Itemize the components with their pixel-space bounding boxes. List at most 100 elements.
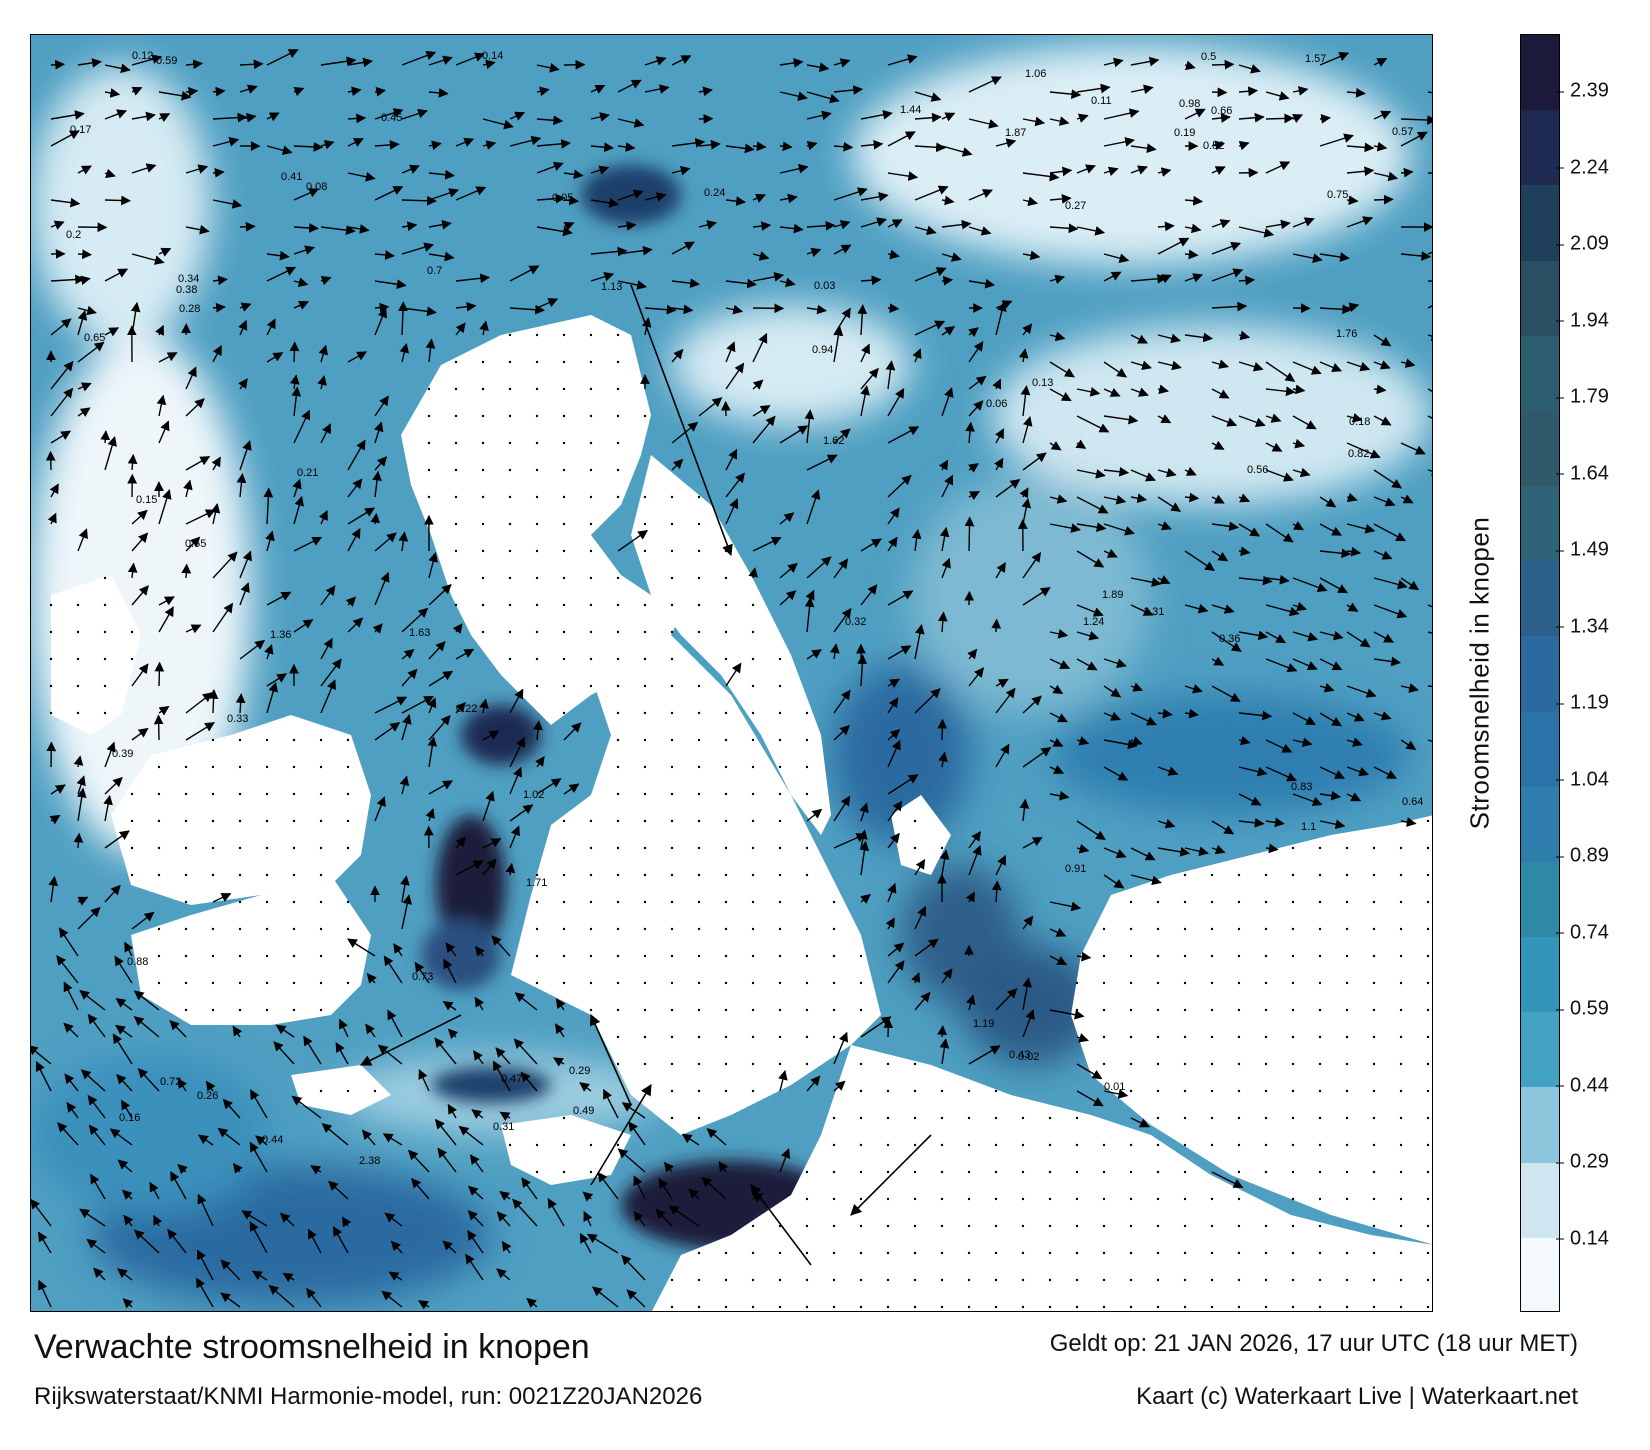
calm-dot bbox=[1372, 1008, 1376, 1012]
calm-dot bbox=[265, 765, 269, 769]
calm-dot bbox=[238, 846, 242, 850]
current-arrow bbox=[1292, 601, 1307, 612]
calm-dot bbox=[616, 792, 620, 796]
current-arrow bbox=[1292, 114, 1303, 123]
calm-dot bbox=[670, 873, 674, 877]
current-arrow bbox=[586, 1233, 619, 1254]
current-arrow bbox=[1103, 658, 1127, 668]
current-arrow bbox=[212, 893, 232, 903]
current-arrow bbox=[1319, 577, 1348, 594]
speed-label: 0.44 bbox=[262, 1134, 283, 1146]
calm-dot bbox=[562, 630, 566, 634]
calm-dot bbox=[1318, 954, 1322, 958]
current-arrow bbox=[1130, 469, 1156, 482]
current-arrow bbox=[1319, 658, 1343, 671]
current-arrow bbox=[310, 1165, 322, 1175]
calm-dot bbox=[1237, 1008, 1241, 1012]
current-arrow bbox=[914, 320, 946, 336]
current-arrow bbox=[914, 267, 947, 282]
current-speed-map[interactable]: 0.33 0.34 0.44 0.31 0.49 0.47 0.29 0.32 0.28 0.24… bbox=[30, 34, 1433, 1312]
current-arrow bbox=[104, 884, 121, 903]
current-arrow bbox=[428, 552, 438, 579]
current-arrow bbox=[563, 169, 584, 180]
speed-label: 0.22 bbox=[456, 703, 477, 715]
calm-dot bbox=[1264, 873, 1268, 877]
current-arrow bbox=[124, 941, 134, 957]
current-arrow bbox=[1130, 1117, 1150, 1128]
calm-dot bbox=[1129, 1224, 1133, 1228]
current-arrow bbox=[49, 814, 61, 825]
current-arrow bbox=[1103, 874, 1125, 889]
current-arrow bbox=[1319, 712, 1342, 727]
calm-dot bbox=[1102, 954, 1106, 958]
current-arrow bbox=[77, 528, 88, 552]
calm-dot bbox=[481, 414, 485, 418]
colorbar-tick-label: 1.19 bbox=[1556, 691, 1609, 714]
calm-dot bbox=[697, 495, 701, 499]
current-arrow bbox=[860, 538, 882, 552]
current-arrow bbox=[398, 531, 409, 552]
current-arrow bbox=[443, 958, 457, 984]
calm-dot bbox=[940, 1224, 944, 1228]
speed-label: 0.28 bbox=[179, 303, 200, 315]
calm-dot bbox=[832, 900, 836, 904]
current-arrow bbox=[1130, 273, 1168, 284]
current-arrow bbox=[212, 275, 228, 286]
current-arrow bbox=[1211, 241, 1242, 255]
current-arrow bbox=[239, 302, 252, 312]
calm-dot bbox=[346, 738, 350, 742]
current-arrow bbox=[1211, 359, 1229, 369]
calm-dot bbox=[1048, 1251, 1052, 1255]
calm-dot bbox=[670, 657, 674, 661]
calm-dot bbox=[508, 495, 512, 499]
map-canvas[interactable]: 0.330.340.440.310.490.470.290.320.280.24… bbox=[31, 35, 1433, 1312]
calm-dot bbox=[481, 630, 485, 634]
current-arrow bbox=[458, 1125, 484, 1146]
calm-dot bbox=[643, 792, 647, 796]
calm-dot bbox=[1102, 1062, 1106, 1066]
calm-dot bbox=[1021, 1251, 1025, 1255]
calm-dot bbox=[643, 630, 647, 634]
calm-dot bbox=[940, 1143, 944, 1147]
calm-dot bbox=[481, 387, 485, 391]
colorbar-band bbox=[1521, 1087, 1559, 1163]
current-arrow bbox=[1238, 140, 1250, 151]
calm-dot bbox=[616, 1143, 620, 1147]
calm-dot bbox=[535, 468, 539, 472]
calm-dot bbox=[1048, 1197, 1052, 1201]
current-arrow bbox=[131, 509, 148, 525]
calm-dot bbox=[778, 657, 782, 661]
current-arrow bbox=[1238, 112, 1265, 123]
current-arrow bbox=[671, 278, 700, 289]
speed-label: 0.66 bbox=[1211, 105, 1232, 117]
calm-dot bbox=[319, 873, 323, 877]
current-arrow bbox=[177, 1164, 188, 1175]
current-arrow bbox=[50, 197, 81, 208]
current-arrow bbox=[779, 425, 809, 444]
current-arrow bbox=[536, 161, 564, 174]
current-arrow bbox=[914, 91, 942, 102]
calm-dot bbox=[508, 333, 512, 337]
current-arrow bbox=[941, 387, 954, 417]
calm-dot bbox=[724, 1278, 728, 1282]
calm-dot bbox=[562, 360, 566, 364]
calm-dot bbox=[562, 1116, 566, 1120]
current-arrow bbox=[698, 220, 717, 230]
calm-dot bbox=[427, 468, 431, 472]
current-arrow bbox=[1346, 737, 1363, 747]
calm-dot bbox=[238, 738, 242, 742]
current-arrow bbox=[1319, 361, 1343, 372]
current-arrow bbox=[1049, 441, 1062, 451]
calm-dot bbox=[1426, 1305, 1430, 1309]
current-arrow bbox=[912, 348, 922, 363]
calm-dot bbox=[1318, 1170, 1322, 1174]
current-arrow bbox=[495, 1047, 511, 1065]
calm-dot bbox=[616, 603, 620, 607]
current-arrow bbox=[73, 755, 84, 768]
current-arrow bbox=[1346, 712, 1365, 722]
current-arrow bbox=[941, 219, 972, 230]
colorbar-tick-label: 2.09 bbox=[1556, 232, 1609, 255]
calm-dot bbox=[508, 387, 512, 391]
current-arrow bbox=[1184, 332, 1214, 343]
current-arrow bbox=[885, 360, 896, 390]
